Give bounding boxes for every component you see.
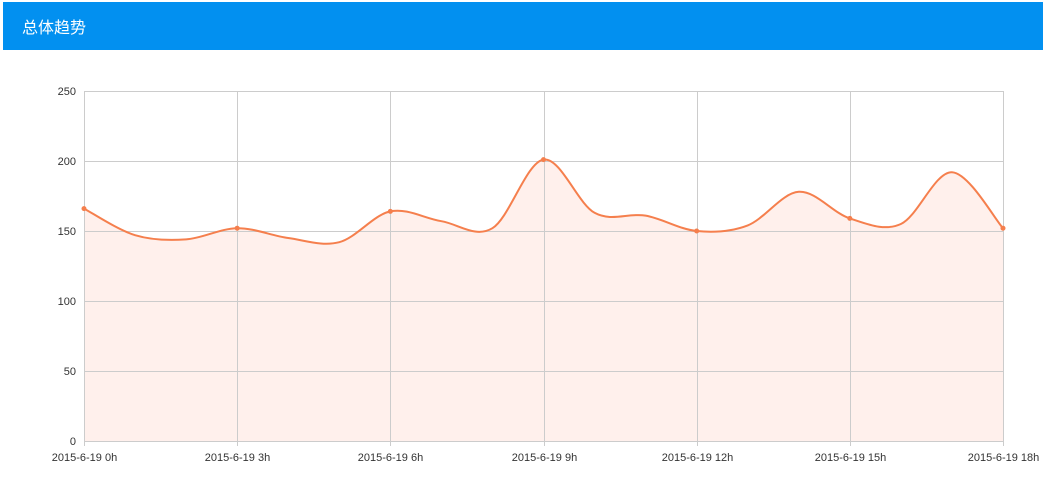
data-point [387,208,393,214]
series-area [84,159,1003,442]
data-point [694,228,700,234]
panel-title: 总体趋势 [22,18,87,37]
data-point [541,157,546,163]
y-tick-label: 0 [70,436,76,448]
x-tick-label: 2015-6-19 15h [815,452,887,464]
x-tick-label: 2015-6-19 3h [205,452,270,464]
data-point [1000,225,1006,231]
x-tick-label: 2015-6-19 6h [358,452,423,464]
y-tick-label: 50 [64,366,76,378]
x-tick-label: 2015-6-19 18h [968,452,1040,464]
x-tick-label: 2015-6-19 12h [662,452,734,464]
y-tick-label: 100 [58,296,76,308]
data-point [847,215,853,221]
panel-header: 总体趋势 [3,2,1043,50]
data-point [234,225,240,231]
series-line [83,158,1004,245]
x-tick-label: 2015-6-19 0h [52,452,117,464]
data-point [81,206,87,212]
y-tick-label: 150 [58,226,76,238]
y-tick-label: 200 [58,156,76,168]
x-tick-label: 2015-6-19 9h [512,452,577,464]
y-tick-label: 250 [58,86,76,98]
